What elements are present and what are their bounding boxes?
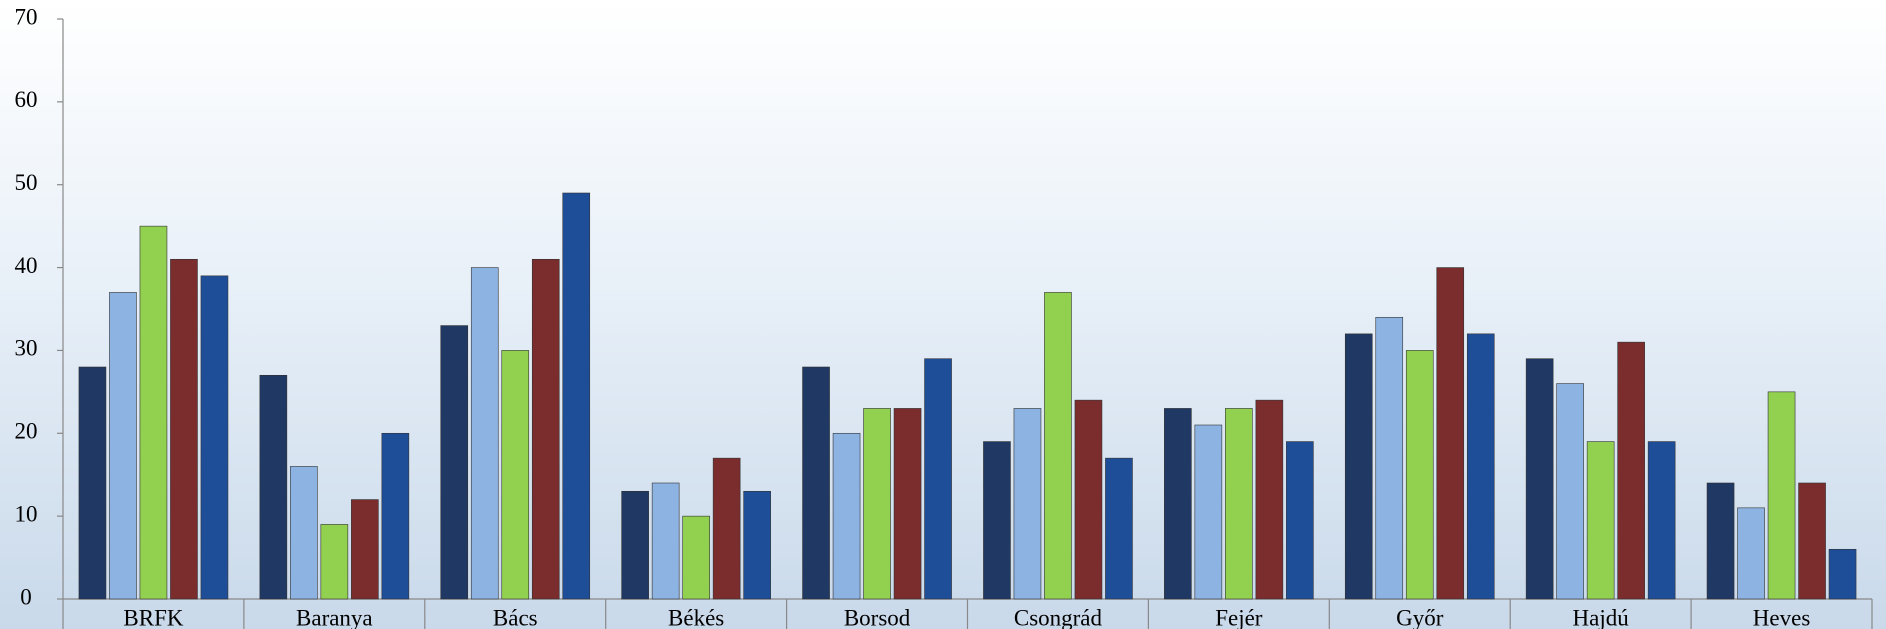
bar — [1013, 408, 1042, 600]
bar — [200, 275, 229, 600]
x-tick-label: Hajdú — [1573, 605, 1630, 629]
bar — [1255, 399, 1284, 600]
bar — [1105, 457, 1133, 600]
bar — [1586, 441, 1615, 600]
bar — [259, 374, 288, 600]
bar — [893, 408, 922, 600]
bar — [501, 350, 530, 600]
bar — [832, 432, 861, 600]
bar — [170, 258, 198, 600]
bar — [290, 466, 318, 600]
y-tick-label: 40 — [15, 253, 38, 278]
bar — [1164, 408, 1192, 600]
bar — [1405, 350, 1434, 600]
bar — [78, 366, 107, 600]
bar — [320, 524, 349, 600]
bar — [1525, 358, 1554, 600]
x-tick-label: Győr — [1396, 605, 1444, 629]
bar — [1286, 441, 1314, 600]
y-tick-label: 20 — [15, 419, 38, 444]
x-tick-label: Borsod — [844, 605, 911, 629]
bar — [1074, 399, 1103, 600]
x-tick-label: Békés — [668, 605, 724, 629]
x-tick-label: Fejér — [1215, 605, 1263, 629]
bar — [109, 292, 137, 600]
bar — [1436, 267, 1465, 600]
bar — [712, 457, 741, 600]
x-tick-label: Csongrád — [1014, 605, 1103, 629]
bar — [1828, 548, 1857, 600]
y-tick-label: 60 — [15, 87, 38, 112]
bar — [924, 358, 952, 600]
plot-area: 0 10 20 30 40 50 60 70 BRFK Baranya Bács Békés Borso… — [15, 4, 1873, 629]
bar — [1466, 333, 1495, 600]
y-tick-label: 50 — [15, 170, 38, 195]
bar — [470, 267, 499, 600]
bar — [531, 258, 560, 600]
bar — [1737, 507, 1765, 600]
bar — [863, 408, 891, 600]
bar — [1647, 441, 1676, 600]
bar — [743, 490, 771, 600]
x-tick-label: Bács — [493, 605, 538, 629]
bar — [381, 432, 410, 600]
bar — [1044, 292, 1072, 600]
y-tick-label: 10 — [15, 501, 38, 526]
bar — [1706, 482, 1735, 600]
bar — [1344, 333, 1373, 600]
bar — [440, 325, 469, 600]
bar — [621, 490, 649, 600]
bar — [682, 515, 710, 600]
bar — [1225, 408, 1253, 600]
y-tick-label: 70 — [15, 4, 38, 29]
bar — [139, 225, 168, 600]
bar — [983, 441, 1011, 600]
bar — [1798, 482, 1826, 600]
x-tick-label: Baranya — [296, 605, 373, 629]
y-tick-label: 30 — [15, 336, 38, 361]
bar — [562, 192, 591, 600]
bar — [1556, 383, 1584, 600]
x-tick-label: Heves — [1753, 605, 1811, 629]
y-tick-label: 0 — [20, 584, 32, 609]
bar — [802, 366, 830, 600]
x-tick-label: BRFK — [123, 605, 183, 629]
bar — [351, 499, 379, 600]
bar — [1194, 424, 1223, 600]
bar — [1767, 391, 1796, 600]
bar — [651, 482, 680, 600]
bar — [1375, 316, 1404, 600]
bar — [1617, 341, 1645, 600]
